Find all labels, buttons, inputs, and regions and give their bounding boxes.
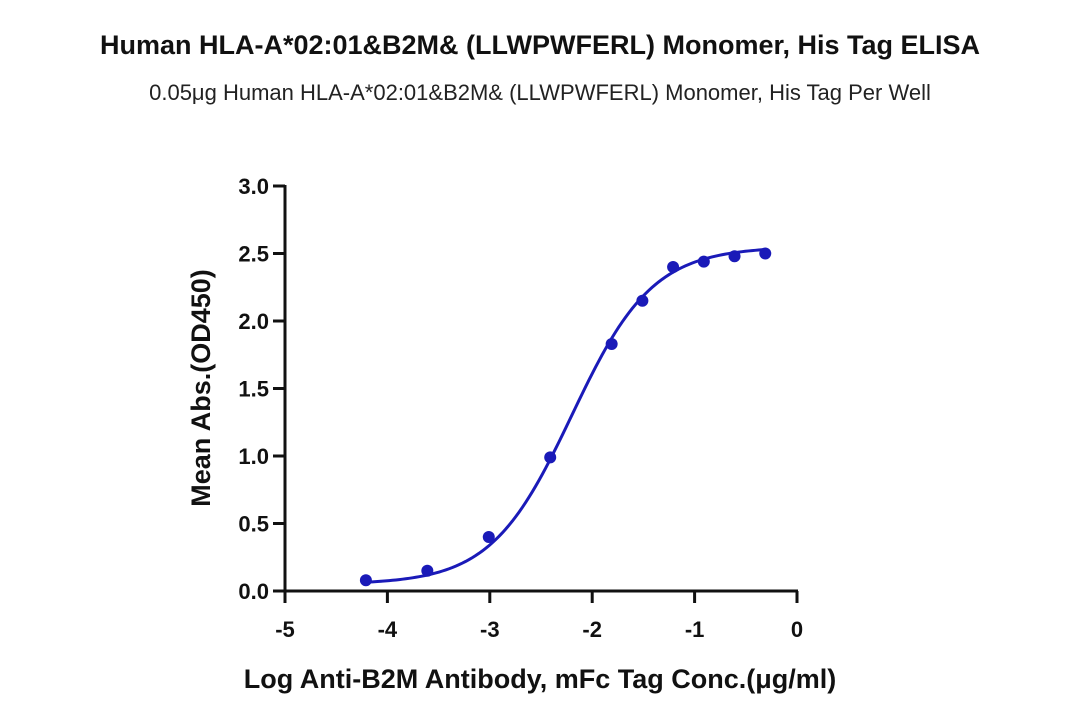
data-point (728, 250, 741, 263)
data-point (421, 564, 434, 577)
y-tick-label: 1.0 (238, 444, 269, 469)
data-point (697, 255, 710, 268)
y-tick-label: 3.0 (238, 174, 269, 199)
y-tick-label: 0.5 (238, 512, 269, 537)
y-tick-label: 1.5 (238, 377, 269, 402)
x-axis: -5 -4 -3 -2 -1 0 (275, 589, 803, 642)
chart-title: Human HLA-A*02:01&B2M& (LLWPWFERL) Monom… (99, 30, 981, 60)
data-point (359, 574, 372, 587)
fit-curve (365, 248, 766, 584)
y-axis: 0.0 0.5 1.0 1.5 2.0 2.5 3.0 (238, 174, 287, 604)
x-tick-label: -3 (480, 617, 500, 642)
data-point (667, 261, 680, 273)
x-axis-label: Log Anti-B2M Antibody, mFc Tag Conc.(μg/… (244, 664, 836, 694)
x-tick-label: -1 (685, 617, 705, 642)
y-tick-label: 2.0 (238, 309, 269, 334)
x-tick-label: 0 (791, 617, 803, 642)
y-tick-label: 0.0 (238, 579, 269, 604)
data-point (482, 531, 495, 543)
chart-subtitle: 0.05μg Human HLA-A*02:01&B2M& (LLWPWFERL… (149, 80, 931, 105)
data-point (636, 294, 649, 307)
y-tick-label: 2.5 (238, 242, 269, 267)
data-point (605, 337, 618, 350)
x-tick-label: -5 (275, 617, 295, 642)
data-points (359, 247, 772, 587)
x-tick-label: -4 (378, 617, 398, 642)
data-point (544, 451, 557, 464)
y-axis-label: Mean Abs.(OD450) (186, 269, 216, 507)
x-tick-label: -2 (582, 617, 602, 642)
data-point (759, 247, 772, 260)
fit-curve-layer (365, 248, 766, 584)
